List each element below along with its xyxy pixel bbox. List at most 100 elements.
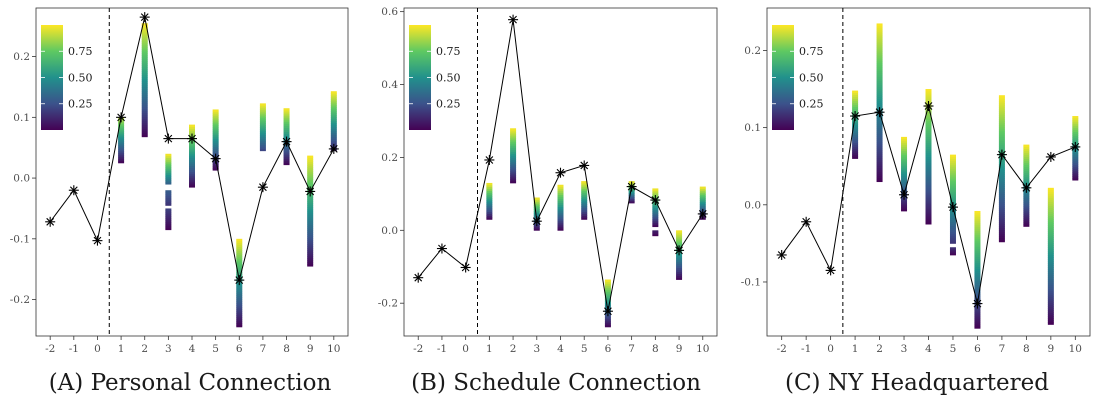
band-segment [236,303,243,306]
band-segment [604,315,611,318]
band-segment [259,117,266,120]
band-segment [259,103,266,106]
band-segment [949,233,956,236]
band-segment [486,215,493,218]
band-segment [852,96,859,99]
x-tick-label: 4 [557,343,564,355]
colorbar-label: 0.75 [68,45,93,58]
band-segment [652,219,659,222]
band-segment [533,201,540,204]
band-segment [925,132,932,136]
band-segment [307,201,314,204]
band-segment [283,117,290,121]
band-segment [998,158,1005,162]
band-segment [949,247,956,249]
band-segment [998,107,1005,110]
band-segment [510,149,517,153]
marker-stroke [900,190,908,199]
x-tick-label: 2 [510,343,517,355]
colorbar-label: 0.50 [68,71,93,84]
band-segment [581,200,588,203]
band-segment [852,152,859,155]
band-segment [901,164,908,167]
band-segment [998,210,1005,213]
band-segment [1047,201,1054,205]
band-segment [283,112,290,115]
band-segment [236,317,243,320]
band-segment [1047,225,1054,228]
band-segment [852,148,859,151]
band-segment [557,206,564,209]
band-segment [974,216,981,220]
band-segment [1047,245,1054,248]
band-segment [949,248,956,251]
band-segment [141,126,148,130]
band-segment [974,236,981,240]
band-segment [974,324,981,327]
band-segment [998,202,1005,205]
band-segment [165,216,172,219]
band-segment [212,168,219,171]
band-segment [1047,233,1054,236]
point-marker [460,262,471,273]
band-segment [189,163,195,167]
band-segment [949,196,956,199]
band-segment [876,136,883,139]
band-segment [1072,178,1079,181]
band-segment [259,134,266,138]
band-segment [876,169,883,173]
colorbar-label: 0.50 [436,71,461,84]
estimate-band [604,279,611,328]
band-segment [1072,154,1079,158]
band-segment [283,162,290,166]
band-segment [141,45,148,48]
band-segment [533,199,540,202]
band-segment [330,107,337,110]
band-segment [1047,219,1054,222]
band-segment [1072,152,1079,156]
y-tick-label: -0.1 [10,233,30,245]
band-segment [236,268,243,271]
band-segment [974,212,981,216]
band-segment [676,273,683,276]
band-segment [949,172,956,175]
band-segment [676,236,683,239]
y-tick-label: -0.2 [378,298,398,310]
band-segment [998,194,1005,197]
band-segment [1072,176,1079,179]
band-segment [901,154,908,157]
marker-stroke [627,182,636,191]
band-segment [1072,174,1079,177]
band-segment [141,130,148,134]
band-segment [307,210,314,214]
band-segment [165,208,172,211]
band-segment [307,208,314,212]
band-segment [949,252,956,255]
band-segment [998,138,1005,142]
band-segment [1047,320,1054,323]
x-tick-label: 0 [462,343,469,355]
band-segment [1047,306,1054,309]
band-segment [189,167,195,170]
band-segment [212,119,219,122]
band-segment [1047,286,1054,290]
band-segment [925,146,932,150]
band-segment [876,23,883,26]
band-segment [699,194,706,197]
band-segment [998,146,1005,150]
band-segment [189,185,195,188]
band-segment [676,267,683,271]
band-segment [283,133,290,136]
band-segment [949,164,956,167]
estimate-band [259,103,266,152]
band-segment [283,156,290,160]
band-segment [949,154,956,158]
band-segment [974,320,981,323]
band-segment [141,39,148,42]
band-segment [876,57,883,60]
colorbar-label: 0.75 [799,45,824,58]
band-segment [165,203,172,206]
band-segment [330,140,337,144]
band-segment [1023,222,1030,225]
band-segment [307,222,314,226]
